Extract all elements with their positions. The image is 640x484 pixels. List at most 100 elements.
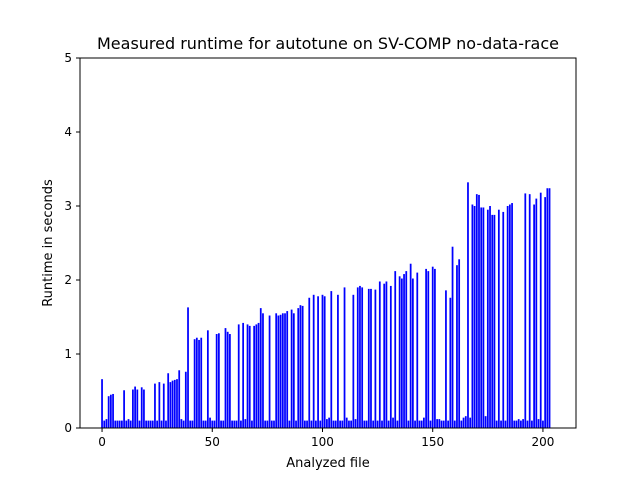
bar <box>467 182 469 428</box>
x-tick-label: 100 <box>311 435 334 449</box>
bar <box>337 294 339 428</box>
bar <box>343 287 346 428</box>
bar <box>299 305 302 428</box>
bar <box>306 420 308 428</box>
y-tick-label: 3 <box>64 199 72 213</box>
bar <box>156 420 159 428</box>
bar <box>400 278 403 428</box>
bar <box>356 287 359 428</box>
bar <box>268 315 271 428</box>
bar <box>240 420 242 428</box>
bar <box>339 420 341 428</box>
bar <box>182 420 185 428</box>
bar <box>469 417 472 428</box>
bar <box>233 420 236 428</box>
bar <box>539 192 542 428</box>
bar <box>511 203 513 428</box>
bar <box>195 337 198 428</box>
bar <box>211 420 214 428</box>
bar <box>107 396 110 428</box>
bar <box>508 204 511 428</box>
bar <box>345 417 348 428</box>
bar <box>383 283 386 428</box>
bar <box>229 334 231 428</box>
bar <box>482 207 485 428</box>
bar <box>403 274 405 428</box>
bar <box>151 420 154 428</box>
bar <box>224 328 227 428</box>
bar <box>251 420 253 428</box>
bar <box>376 420 379 428</box>
bar <box>169 382 172 428</box>
bar <box>222 420 225 428</box>
bar <box>528 194 531 428</box>
bar <box>451 246 454 428</box>
bar <box>277 315 280 428</box>
bar <box>290 309 293 428</box>
bar <box>187 307 189 428</box>
bar <box>405 271 408 428</box>
bar <box>273 420 275 428</box>
bar <box>394 271 397 428</box>
bar <box>506 206 509 428</box>
bar <box>365 420 368 428</box>
bar <box>542 420 544 428</box>
bars-layer <box>101 182 551 428</box>
bar <box>524 193 527 428</box>
bar <box>121 420 123 428</box>
bar <box>392 417 394 428</box>
bar <box>136 389 139 428</box>
bar <box>189 420 192 428</box>
y-axis-label: Runtime in seconds <box>41 179 56 307</box>
bar <box>548 188 551 428</box>
bar <box>328 417 330 428</box>
bar <box>411 278 414 428</box>
bar <box>218 333 220 428</box>
bar <box>244 419 247 428</box>
bar <box>500 420 502 428</box>
bar <box>149 420 152 428</box>
bar <box>442 420 445 428</box>
bar <box>407 420 410 428</box>
bar <box>235 420 238 428</box>
bar <box>191 420 194 428</box>
bar <box>237 324 240 428</box>
bar <box>462 417 465 428</box>
bar <box>425 268 427 428</box>
bar <box>341 420 344 428</box>
bar <box>317 296 319 428</box>
bar <box>445 290 447 428</box>
bar <box>314 420 317 428</box>
bar <box>434 268 436 428</box>
bar <box>460 420 463 428</box>
bar <box>173 379 176 428</box>
bar <box>489 206 491 428</box>
bar <box>495 420 498 428</box>
bar <box>475 194 478 428</box>
bar <box>193 339 196 428</box>
bar <box>109 394 112 428</box>
bar <box>284 313 286 428</box>
bar <box>286 311 289 428</box>
bar <box>414 420 416 428</box>
bar <box>127 419 130 428</box>
bar <box>381 420 383 428</box>
bar <box>520 420 522 428</box>
bar <box>409 263 412 428</box>
y-tick-label: 0 <box>64 421 72 435</box>
bar <box>484 416 487 428</box>
bar <box>165 420 167 428</box>
bar <box>440 420 443 428</box>
x-tick-label: 50 <box>205 435 220 449</box>
bar <box>105 419 108 428</box>
bar <box>420 420 423 428</box>
bar <box>112 393 114 428</box>
bar <box>429 420 432 428</box>
bar <box>253 325 256 428</box>
bar <box>359 285 361 428</box>
bar <box>180 419 183 428</box>
bar <box>295 420 297 428</box>
bar <box>321 294 324 428</box>
bar <box>114 420 117 428</box>
